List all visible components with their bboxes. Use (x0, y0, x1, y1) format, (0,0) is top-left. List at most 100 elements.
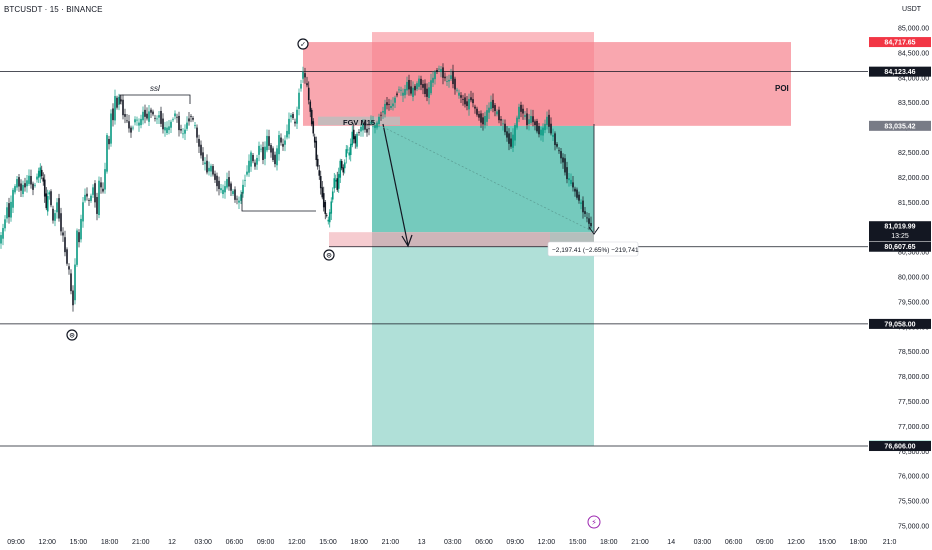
candle-body (518, 106, 520, 120)
price-marker-5[interactable] (869, 318, 931, 329)
candle-body (18, 177, 20, 187)
eye-marker-icon[interactable] (323, 249, 335, 261)
candle-body (30, 176, 32, 185)
candle-body (337, 174, 340, 189)
candle-body (46, 196, 49, 212)
candle-body (349, 143, 352, 155)
y-tick-label: 76,000.00 (898, 474, 929, 481)
candle-body (258, 145, 260, 155)
candle-body (166, 127, 168, 134)
candle-body (16, 179, 18, 188)
candle-body (336, 178, 339, 190)
target-zone-lower[interactable] (372, 232, 594, 446)
candle-body (24, 183, 26, 188)
candle-body (116, 97, 118, 108)
x-tick-label: 15:00 (818, 539, 836, 546)
price-marker-1[interactable] (869, 66, 931, 77)
candle-body (232, 191, 234, 195)
price-marker-label: 79,058.00 (884, 321, 915, 328)
candle-body (68, 266, 70, 270)
candle-body (306, 83, 308, 86)
candle-body (388, 104, 390, 105)
candle-body (480, 113, 482, 123)
candle-body (584, 211, 586, 214)
candle-body (0, 235, 2, 244)
candle-body (240, 194, 242, 201)
candle-body (22, 184, 24, 195)
candle-body (454, 78, 456, 90)
candle-body (220, 188, 222, 191)
candle-body (62, 232, 64, 236)
x-tick-label: 12 (168, 539, 176, 546)
price-marker-7[interactable] (869, 441, 931, 452)
candle-body (408, 79, 410, 90)
candle-body (446, 81, 448, 82)
candle-body (396, 93, 398, 96)
candle-body (542, 127, 544, 136)
fvg-zone[interactable] (318, 116, 400, 126)
price-marker-2[interactable] (869, 120, 931, 131)
candle-body (84, 194, 86, 201)
x-tick-label: 15:00 (319, 539, 337, 546)
candle-body (516, 117, 518, 128)
candle-body (382, 111, 384, 113)
candle-body (218, 180, 220, 190)
eye-marker-icon-2[interactable] (66, 329, 78, 341)
candle-body (264, 146, 266, 159)
x-tick-label: 15:00 (70, 539, 88, 546)
candle-body (210, 165, 212, 172)
candle-body (184, 129, 186, 134)
price-marker-0[interactable] (869, 37, 931, 48)
candle-body (352, 129, 355, 140)
price-marker-3[interactable] (869, 221, 931, 242)
candle-body (256, 157, 258, 165)
candle-body (328, 212, 331, 223)
candle-body (522, 108, 524, 114)
candle-body (176, 116, 178, 118)
candle-body (376, 122, 378, 128)
target-zone-upper[interactable] (372, 125, 594, 233)
ssl-bracket[interactable] (119, 94, 191, 104)
event-lightning-glyph: ⚡ (591, 518, 597, 527)
candle-body (224, 186, 226, 193)
candle-body (327, 219, 330, 222)
candle-body (128, 121, 130, 129)
candle-body (546, 116, 548, 126)
candle-body (190, 116, 192, 117)
low-bracket[interactable] (241, 192, 316, 212)
candle-body (520, 104, 522, 112)
x-tick-label: 18:00 (350, 539, 368, 546)
price-marker-4[interactable] (869, 241, 931, 252)
measure-line[interactable] (382, 126, 595, 233)
candle-body (52, 208, 54, 221)
candle-body (512, 134, 514, 148)
candle-body (586, 217, 588, 219)
event-lightning-icon[interactable] (587, 515, 601, 529)
candle-body (322, 193, 325, 208)
candle-body (342, 167, 345, 173)
candle-body (290, 115, 292, 118)
candle-body (4, 219, 6, 229)
candle-body (162, 118, 164, 130)
check-marker-icon[interactable] (297, 38, 309, 50)
x-tick-label: 14 (667, 539, 675, 546)
candle-body (12, 189, 14, 208)
candle-body (200, 144, 202, 156)
candle-body (152, 111, 154, 115)
x-tick-label: 09:00 (756, 539, 774, 546)
x-tick-label: 18:00 (101, 539, 119, 546)
candle-body (270, 145, 272, 153)
candle-body (462, 99, 464, 100)
candle-body (556, 143, 558, 147)
candle-body (432, 77, 434, 83)
candle-body (552, 135, 554, 137)
candle-body (78, 232, 80, 243)
projection-arrow[interactable] (382, 123, 409, 246)
candle-body (478, 113, 480, 118)
candle-body (90, 195, 92, 201)
price-marker-label: 81,019.99 (884, 224, 915, 231)
candle-body (216, 175, 218, 187)
candle-body (132, 127, 134, 129)
candle-body (464, 97, 466, 105)
